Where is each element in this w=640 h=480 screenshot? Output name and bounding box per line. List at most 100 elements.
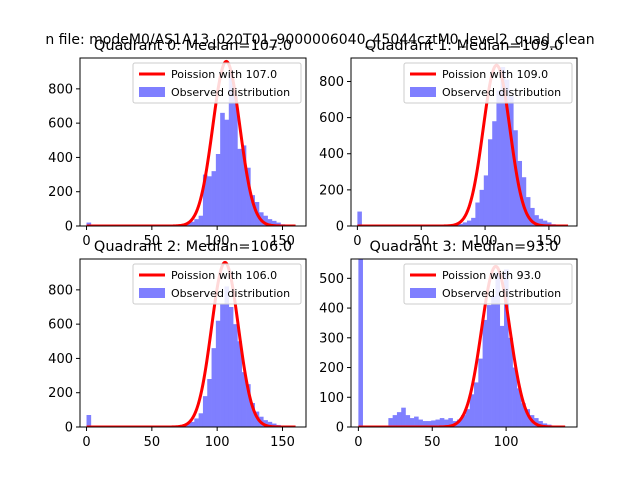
histogram-bar	[215, 320, 221, 427]
y-tick-label: 400	[319, 302, 344, 317]
histogram-bar	[534, 215, 539, 226]
histogram-bar	[237, 341, 243, 427]
histogram-bar	[396, 412, 402, 427]
x-tick-label: 50	[144, 435, 161, 450]
histogram-bar	[211, 348, 217, 427]
x-tick-label: 100	[494, 435, 519, 450]
histogram-bars	[86, 71, 294, 226]
x-tick-label: 150	[270, 234, 295, 249]
subplot-quadrant-0: 0 50 100 150 0 200 400 600 800 Quadrant 0: Median…	[48, 38, 307, 249]
histogram-bars	[86, 286, 294, 427]
histogram-bar	[237, 148, 243, 226]
histogram-bar	[271, 423, 277, 427]
histogram-bar	[508, 337, 513, 427]
histogram-bar	[465, 409, 471, 427]
x-tick-label: 100	[205, 435, 230, 450]
histogram-bar	[86, 415, 92, 427]
x-tick-label: 0	[82, 234, 90, 249]
subplot-quadrant-3: 0 50 100 0 100 200 300 400 500 Quadrant 3: Median…	[319, 239, 578, 450]
x-tick-label: 100	[473, 234, 498, 249]
histogram-bar	[267, 421, 273, 427]
legend-frame	[132, 263, 302, 305]
y-tick-label: 800	[48, 82, 73, 97]
histogram-bar	[198, 215, 204, 226]
histogram-bar	[202, 396, 208, 427]
y-tick-label: 200	[319, 361, 344, 376]
histogram-bar	[215, 154, 221, 226]
subplot-title: Quadrant 2: Median=106.0	[94, 239, 292, 255]
subplot-quadrant-2: 0 50 100 150 0 200 400 600 800 Quadrant 2: Median…	[48, 239, 307, 450]
histogram-bar	[220, 303, 225, 427]
histogram-bar	[499, 325, 505, 427]
poisson-curve	[86, 59, 296, 226]
histogram-bar	[542, 220, 548, 226]
histogram-bar	[202, 174, 208, 226]
histogram-bar	[466, 220, 472, 226]
histogram-bar	[422, 421, 428, 427]
axes-frame	[350, 258, 578, 428]
histogram-bar	[530, 207, 535, 226]
histogram-bar	[435, 419, 441, 427]
histogram-bar	[439, 418, 445, 427]
histogram-bar	[409, 418, 415, 427]
histogram-bar	[86, 222, 92, 226]
legend-label-observed: Observed distribution	[171, 86, 290, 99]
histogram-bar	[392, 415, 398, 427]
legend-bar-swatch	[410, 288, 436, 298]
y-tick-label: 500	[319, 272, 344, 287]
axes-frame	[79, 57, 307, 227]
histogram-bar	[483, 175, 489, 226]
histogram-bar	[224, 286, 230, 427]
histogram-bar	[414, 416, 419, 427]
histogram-bar	[462, 222, 468, 226]
histogram-bar	[194, 219, 199, 226]
x-tick-label: 50	[144, 234, 161, 249]
histogram-bar	[546, 222, 552, 226]
histogram-bar	[469, 394, 475, 427]
histogram-bar	[211, 171, 217, 226]
histogram-bar	[516, 388, 522, 427]
legend: Poission with 106.0 Observed distribution	[132, 263, 302, 305]
histogram-bar	[276, 222, 281, 226]
y-tick-label: 0	[336, 220, 344, 235]
subplot-title: Quadrant 0: Median=107.0	[94, 38, 292, 54]
x-tick-label: 100	[205, 234, 230, 249]
histogram-bar	[250, 195, 255, 226]
y-tick-label: 200	[48, 386, 73, 401]
axes-frame	[350, 57, 578, 227]
legend-label-poisson: Poission with 93.0	[442, 269, 541, 282]
histogram-bar	[479, 189, 485, 226]
histogram-bar	[525, 409, 531, 427]
histogram-bar	[418, 419, 423, 427]
x-tick-label: 0	[353, 234, 361, 249]
histogram-bar	[538, 218, 544, 226]
histogram-bar	[456, 419, 462, 427]
histogram-bar	[475, 202, 480, 226]
subplot-title: Quadrant 1: Median=109.0	[365, 38, 563, 54]
histogram-bar	[220, 112, 225, 226]
histogram-bar	[491, 296, 496, 427]
histogram-bar	[189, 421, 195, 427]
legend-frame	[132, 62, 302, 104]
poisson-curve	[358, 264, 566, 427]
legend-label-poisson: Poission with 107.0	[171, 68, 277, 81]
y-tick-label: 0	[65, 421, 73, 436]
histogram-bar	[500, 67, 506, 226]
figure-suptitle: n file: modeM0/AS1A13_020T01_9000006040_…	[45, 32, 595, 48]
histogram-bar	[509, 95, 514, 226]
histogram-bar	[504, 269, 509, 427]
x-tick-label: 50	[413, 234, 430, 249]
histogram-bar	[207, 176, 212, 226]
histogram-bar	[189, 221, 195, 226]
histogram-bar	[246, 384, 251, 427]
histogram-bar	[263, 420, 268, 427]
histogram-bar	[521, 403, 526, 427]
histogram-bar	[185, 423, 191, 427]
histogram-bar	[233, 324, 238, 427]
legend-label-poisson: Poission with 109.0	[442, 68, 548, 81]
x-tick-label: 150	[270, 435, 295, 450]
histogram-bar	[474, 382, 479, 427]
y-tick-label: 800	[48, 283, 73, 298]
histogram-bar	[263, 215, 268, 226]
